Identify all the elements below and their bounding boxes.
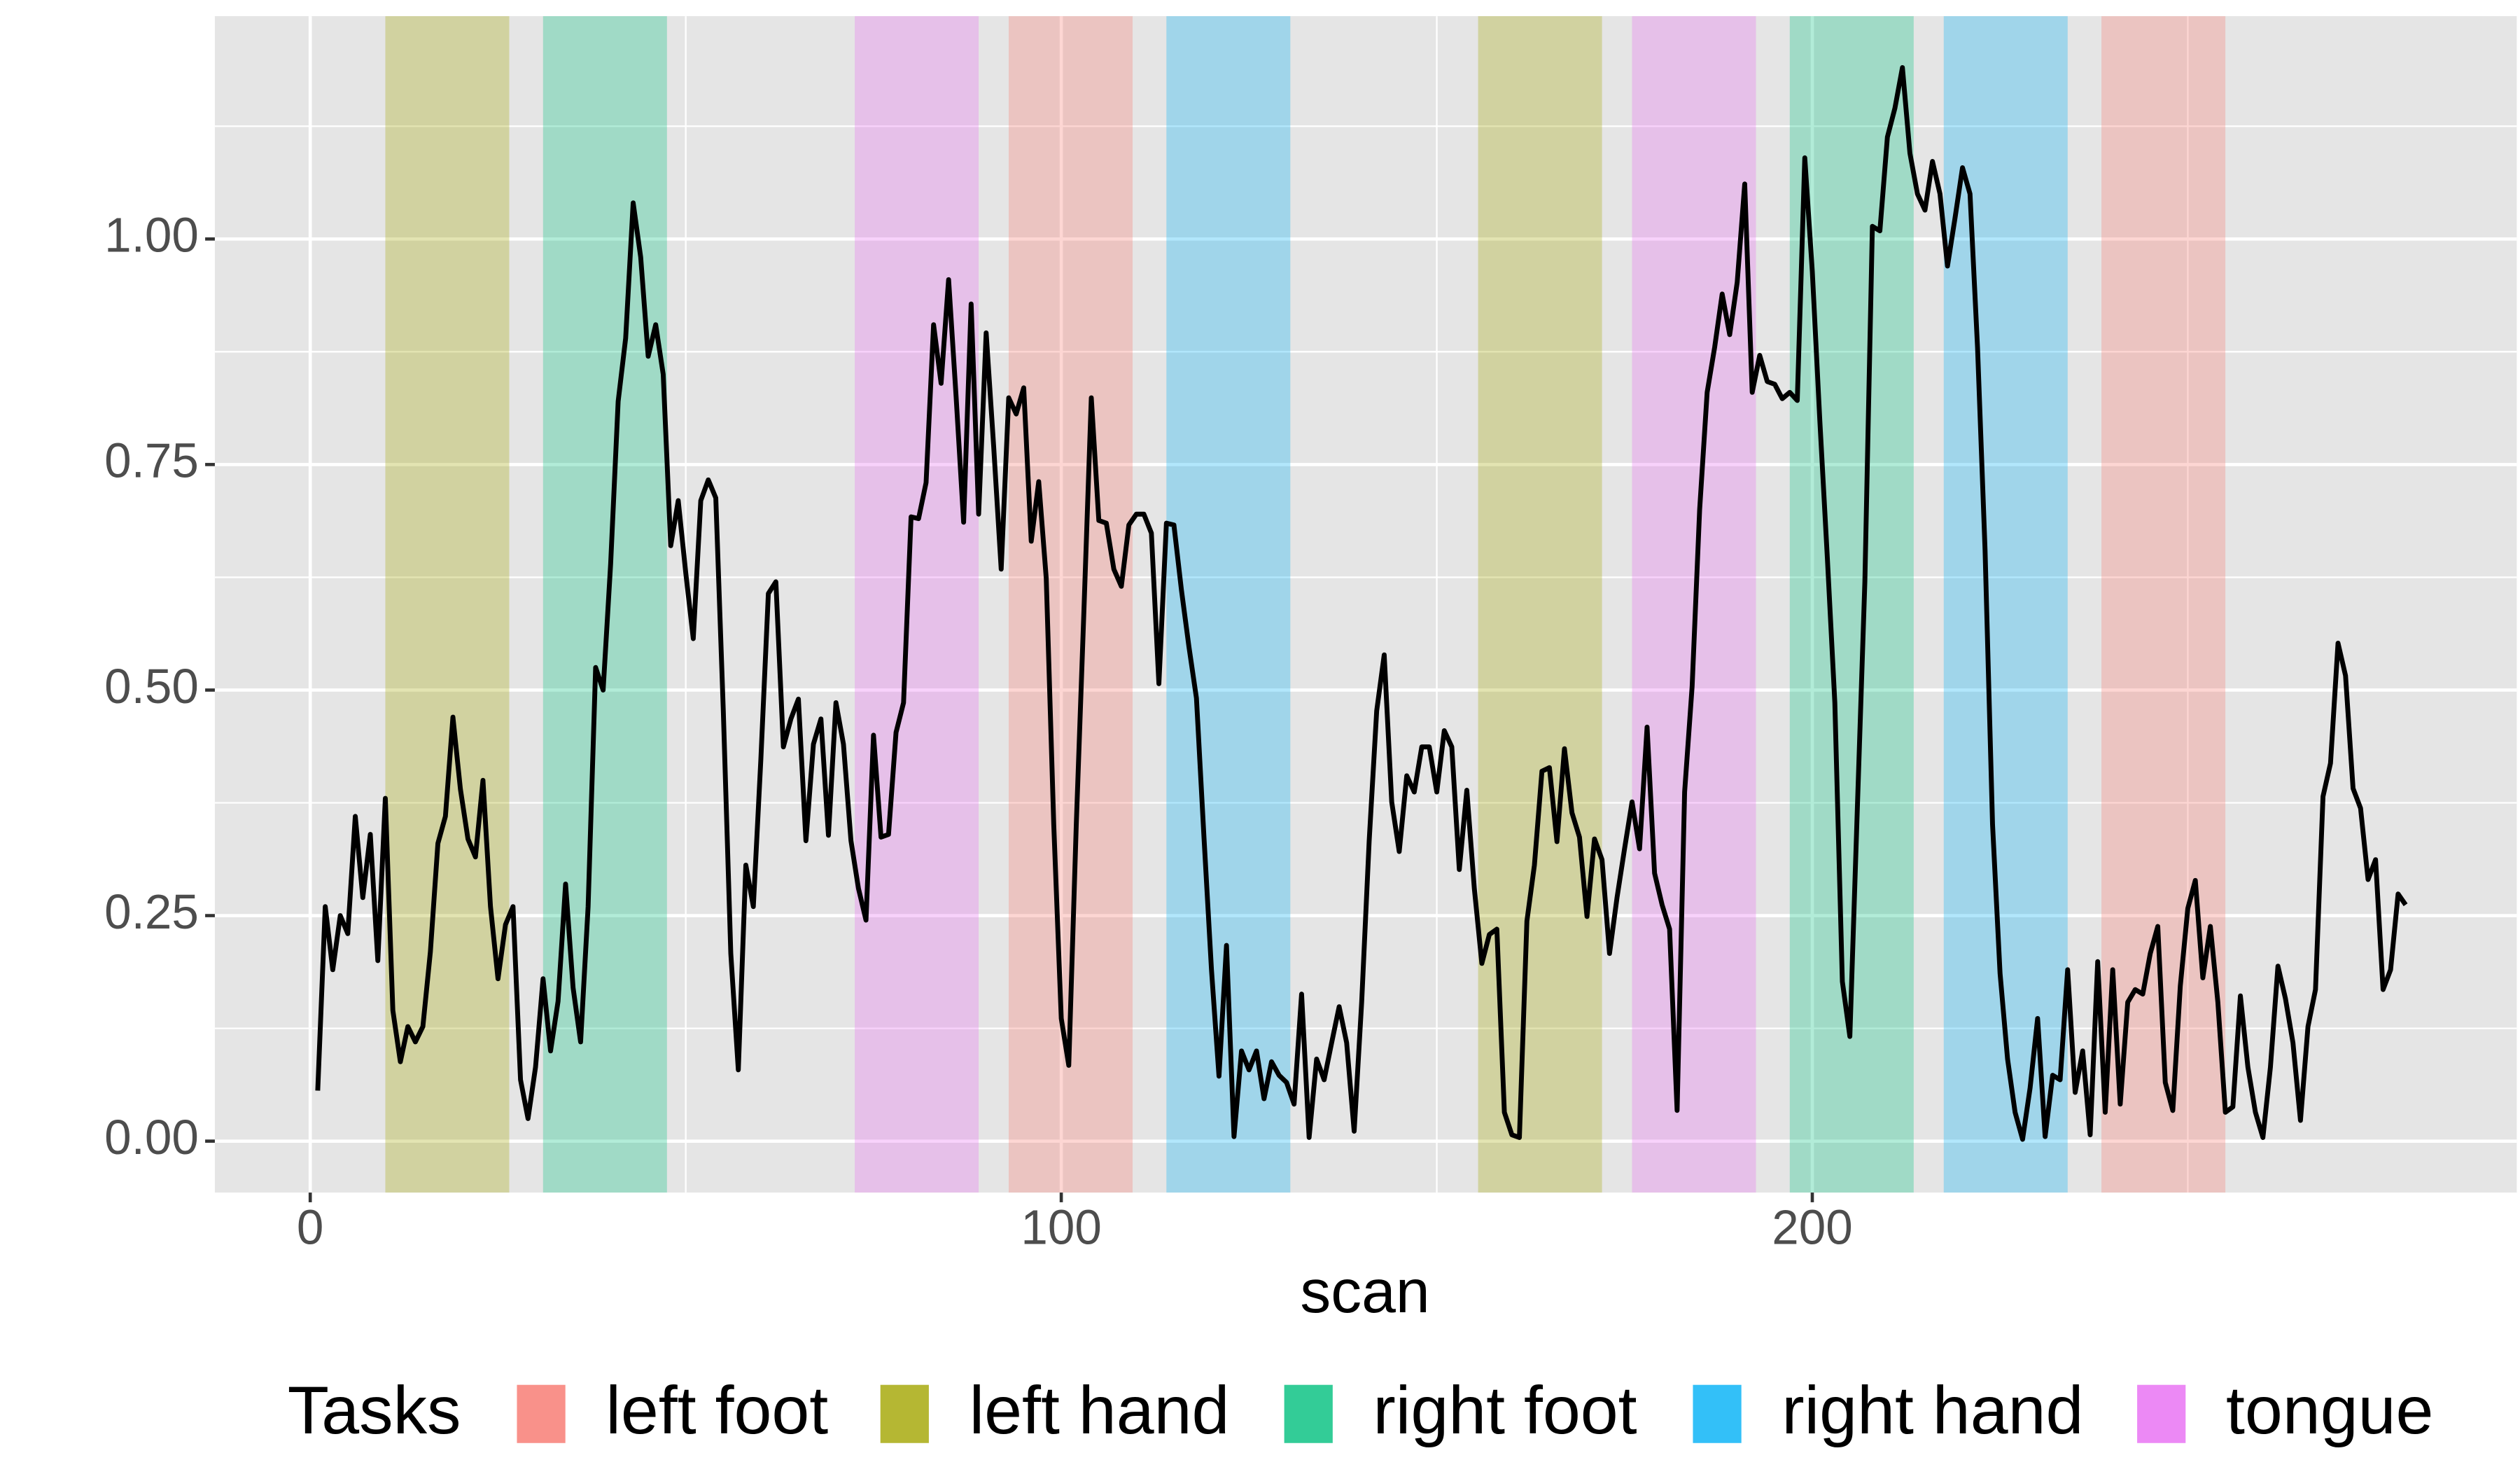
- legend-label: left foot: [606, 1372, 828, 1448]
- legend-label: right hand: [1782, 1372, 2083, 1448]
- legend-label: right foot: [1373, 1372, 1637, 1448]
- x-tick-label: 200: [1772, 1200, 1853, 1255]
- axes: 0 100 200 0.00 0.25 0.50 0.75 1.00: [104, 208, 1853, 1255]
- task-band: [385, 16, 510, 1193]
- y-tick-label: 0.50: [104, 659, 199, 714]
- task-band: [542, 16, 667, 1193]
- task-band: [1478, 16, 1602, 1193]
- legend-label: tongue: [2226, 1372, 2433, 1448]
- legend-key: [1284, 1384, 1333, 1443]
- y-tick-label: 0.25: [104, 884, 199, 939]
- x-tick-label: 0: [297, 1200, 324, 1255]
- legend-key: [880, 1384, 929, 1443]
- x-axis-title: scan: [1300, 1257, 1429, 1326]
- legend-label: left hand: [969, 1372, 1230, 1448]
- legend-key: [1693, 1384, 1742, 1443]
- x-tick-label: 100: [1021, 1200, 1102, 1255]
- task-band: [1943, 16, 2068, 1193]
- legend-title: Tasks: [288, 1372, 461, 1448]
- legend: left foot left hand right foot right hand to…: [517, 1372, 2433, 1448]
- legend-key: [2137, 1384, 2186, 1443]
- signal-line: [315, 65, 2408, 1142]
- grid: [214, 16, 2517, 1193]
- y-tick-label: 0.00: [104, 1110, 199, 1164]
- y-tick-label: 0.75: [104, 433, 199, 488]
- task-band: [855, 16, 979, 1193]
- legend-key: [517, 1384, 566, 1443]
- line-layer: [315, 65, 2408, 1142]
- y-tick-label: 1.00: [104, 208, 199, 263]
